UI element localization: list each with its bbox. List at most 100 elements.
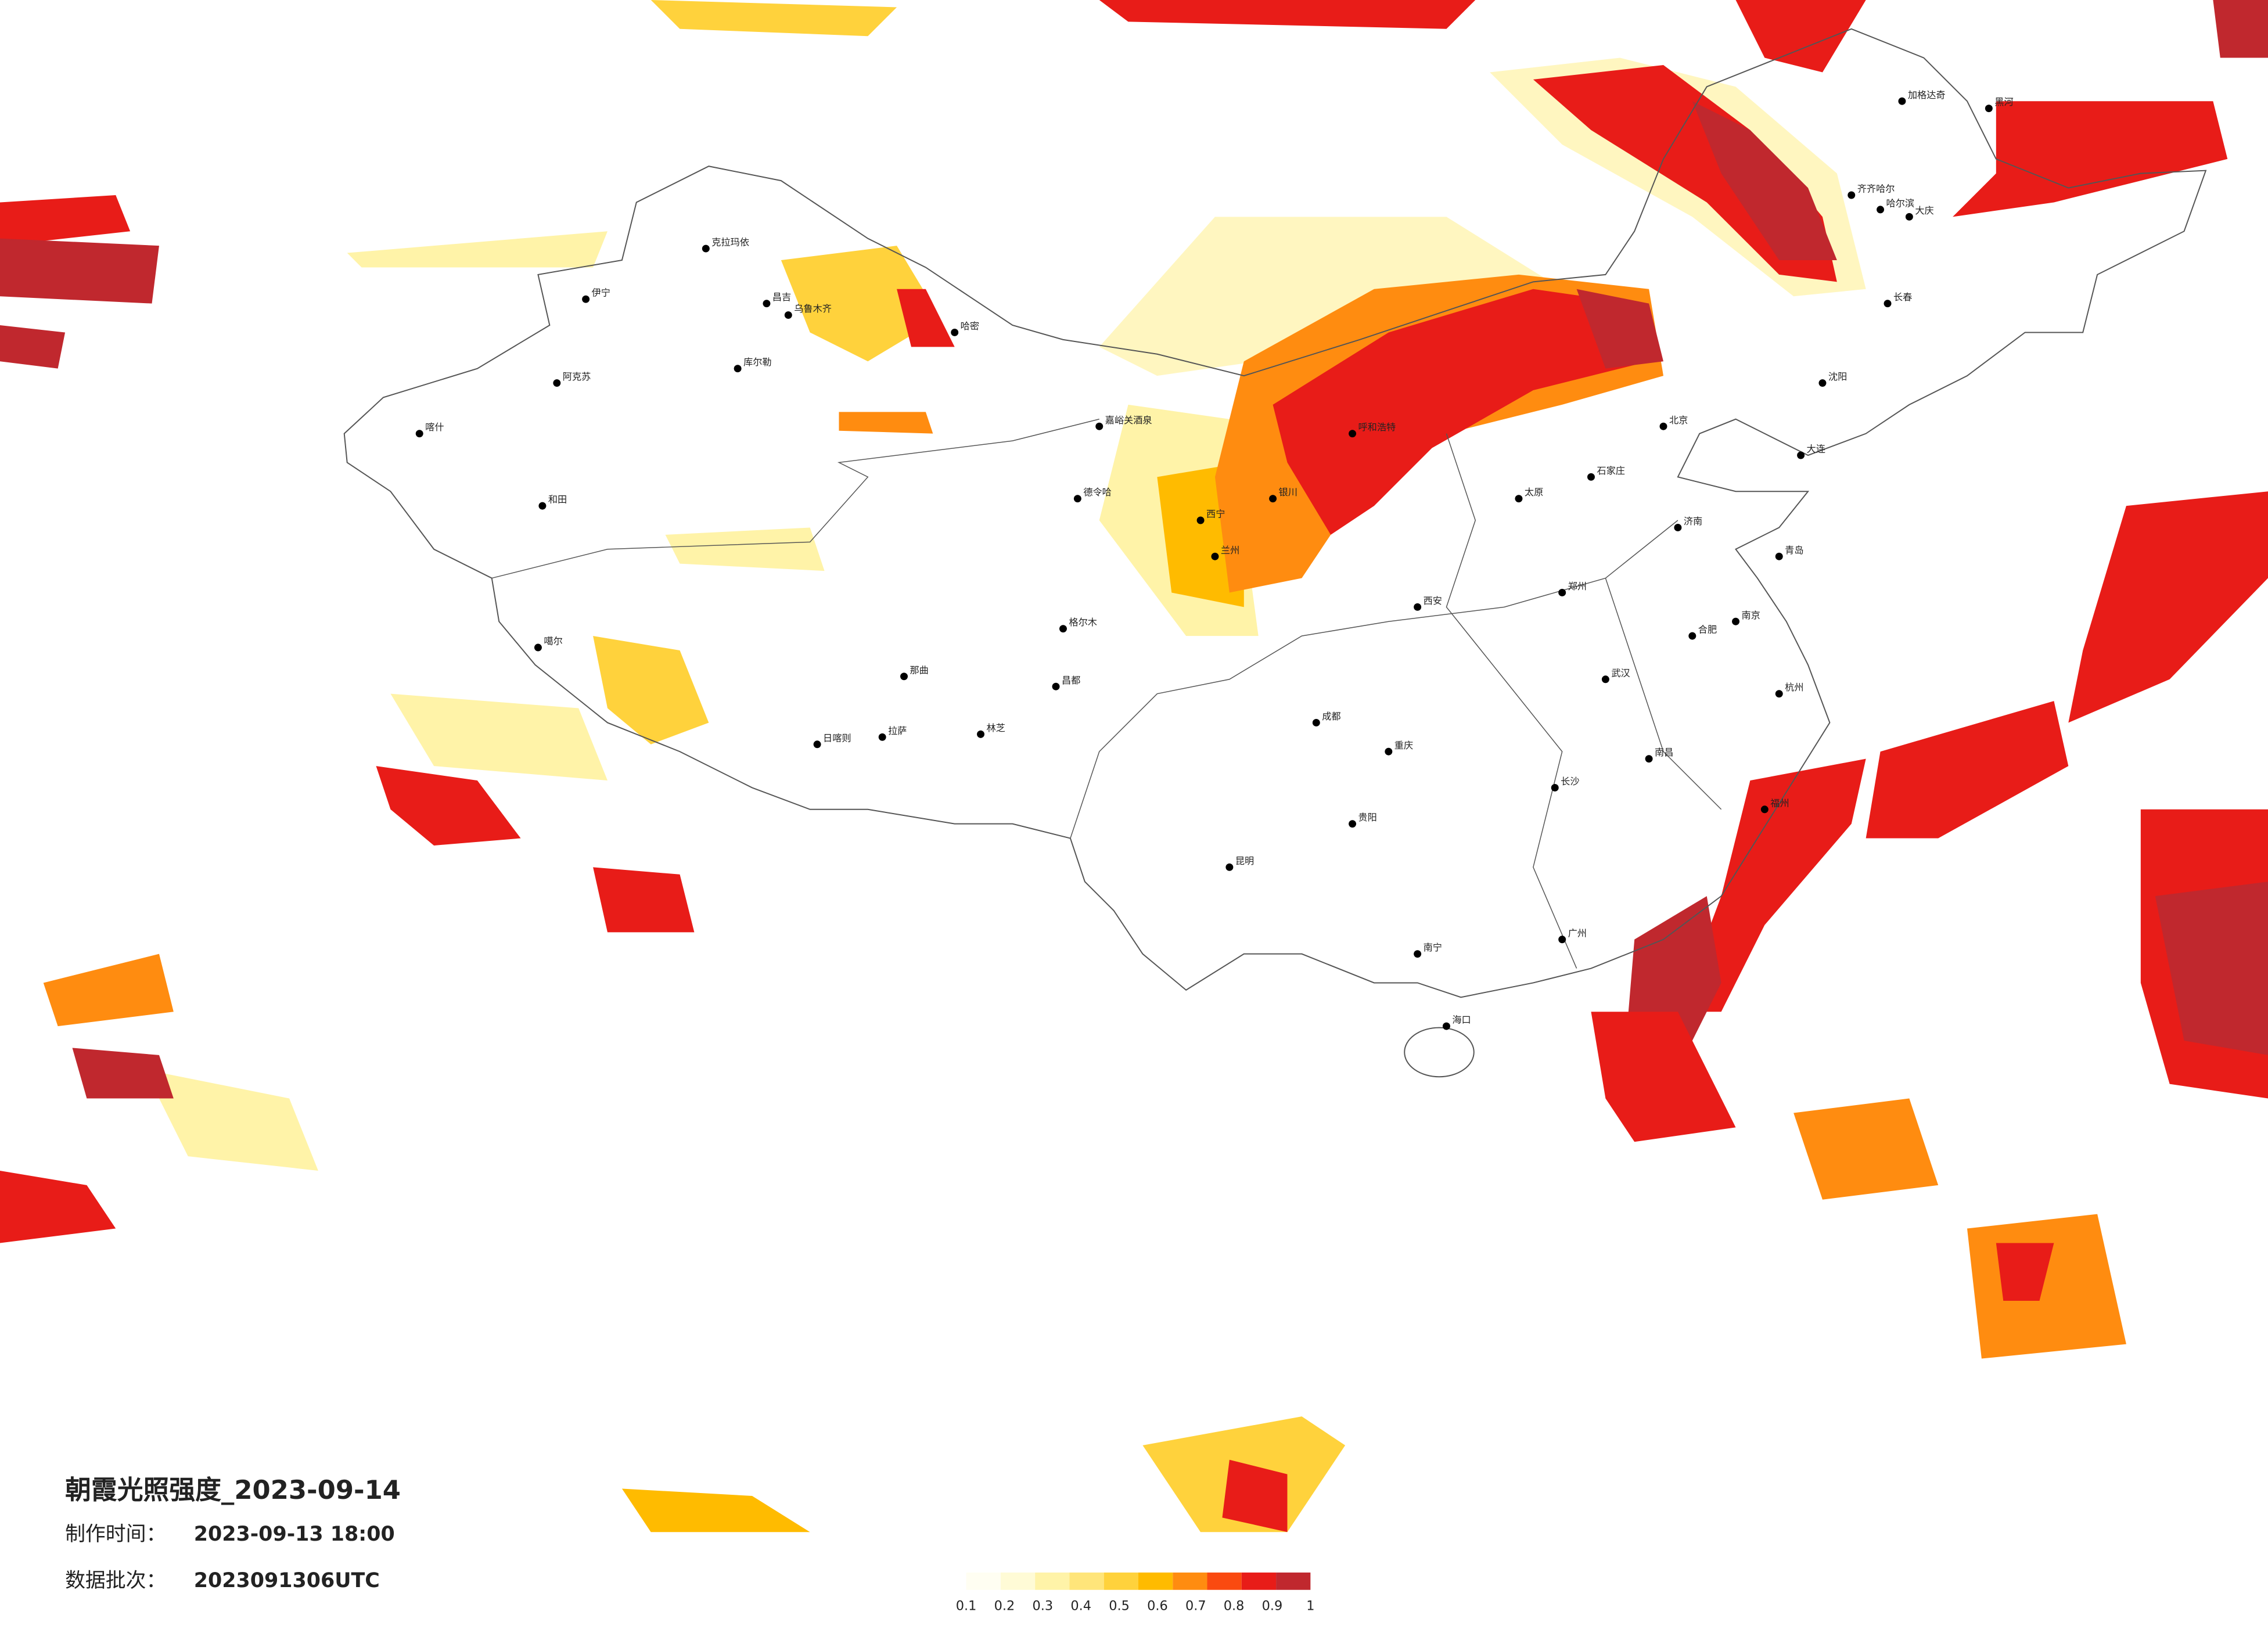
legend-label: 0.1 (956, 1599, 977, 1614)
city-label: 格尔木 (1069, 617, 1097, 628)
city-dot (1551, 783, 1559, 792)
city-dot (534, 643, 542, 652)
city-dot (1196, 516, 1205, 524)
city-label: 南宁 (1424, 942, 1442, 953)
city-label: 拉萨 (888, 725, 907, 736)
city-label: 那曲 (910, 664, 928, 675)
city-label: 长春 (1893, 292, 1912, 303)
city-dot (1905, 213, 1913, 221)
city-dot (951, 328, 959, 336)
city-label: 贵阳 (1358, 812, 1377, 823)
city-label: 昆明 (1235, 855, 1254, 866)
legend-label: 0.2 (994, 1599, 1015, 1614)
city-label: 黑河 (1994, 96, 2013, 107)
legend-swatch (1000, 1572, 1036, 1590)
city-dot (1225, 863, 1234, 871)
city-dot (784, 311, 792, 319)
city-label: 银川 (1279, 487, 1297, 498)
city-label: 库尔勒 (743, 357, 772, 368)
city-dot (1515, 495, 1523, 503)
production-time-value: 2023-09-13 18:00 (194, 1523, 395, 1546)
city-label: 沈阳 (1828, 371, 1847, 382)
city-label: 青岛 (1785, 545, 1803, 556)
city-dot (1059, 625, 1067, 633)
city-dot (1095, 422, 1104, 430)
city-dot (1775, 552, 1783, 560)
legend-label: 0.7 (1185, 1599, 1206, 1614)
city-dot (813, 740, 821, 749)
city-label: 昌都 (1062, 675, 1080, 686)
city-label: 日喀则 (823, 732, 851, 743)
legend-swatch (1173, 1572, 1207, 1590)
legend-label: 0.9 (1262, 1599, 1283, 1614)
city-label: 兰州 (1221, 545, 1239, 556)
city-dot (1385, 747, 1393, 756)
city-dot (878, 733, 886, 741)
data-batch-label: 数据批次： (65, 1569, 166, 1592)
city-label: 伊宁 (592, 287, 610, 298)
production-time-label: 制作时间： (65, 1523, 166, 1546)
city-label: 武汉 (1611, 667, 1630, 678)
city-dot (977, 730, 984, 738)
city-label: 乌鲁木齐 (794, 303, 832, 314)
city-dot (1732, 617, 1739, 625)
city-dot (1052, 682, 1060, 690)
city-dot (1797, 451, 1805, 459)
city-label: 德令哈 (1083, 487, 1112, 498)
data-batch-value: 2023091306UTC (194, 1569, 380, 1592)
city-label: 林芝 (986, 722, 1005, 733)
city-dot (553, 379, 561, 387)
city-dot (1898, 97, 1906, 105)
city-label: 重庆 (1394, 740, 1413, 751)
legend-swatch (1241, 1572, 1277, 1590)
city-dot (1349, 820, 1357, 828)
city-dot (415, 430, 423, 438)
city-label: 齐齐哈尔 (1857, 184, 1895, 195)
city-dot (582, 295, 590, 303)
city-dot (1601, 675, 1609, 684)
legend-swatch (1276, 1572, 1311, 1590)
legend-swatch (966, 1572, 1001, 1590)
city-dot (734, 365, 742, 373)
city-label: 大连 (1807, 444, 1825, 455)
city-dot (1760, 805, 1769, 814)
city-dot (1414, 950, 1422, 958)
legend-swatch (1104, 1572, 1138, 1590)
legend-swatch (1138, 1572, 1173, 1590)
city-label: 合肥 (1698, 624, 1717, 635)
city-label: 南京 (1741, 610, 1760, 621)
legend-swatch (1207, 1572, 1242, 1590)
city-label: 西宁 (1206, 509, 1225, 520)
city-dot (1688, 632, 1696, 640)
legend-swatch (1069, 1572, 1104, 1590)
city-label: 太原 (1525, 487, 1543, 498)
city-dot (1312, 718, 1320, 726)
boundaries (343, 28, 2207, 1078)
city-label: 石家庄 (1597, 465, 1625, 476)
city-label: 南昌 (1655, 747, 1673, 758)
city-label: 济南 (1684, 516, 1702, 527)
city-dot (1558, 936, 1566, 944)
city-label: 嘉峪关酒泉 (1105, 415, 1152, 426)
city-dot (1414, 603, 1422, 611)
legend-label: 0.4 (1070, 1599, 1091, 1614)
city-label: 昌吉 (772, 292, 791, 303)
intensity-field (0, 0, 2268, 1533)
legend-label: 0.6 (1147, 1599, 1168, 1614)
legend-label: 0.3 (1033, 1599, 1054, 1614)
city-dot (538, 502, 547, 510)
title: 朝霞光照强度_2023-09-14 (65, 1474, 401, 1505)
city-label: 哈密 (961, 321, 979, 332)
city-label: 福州 (1770, 797, 1789, 808)
city-dot (1073, 495, 1081, 503)
city-dot (1442, 1022, 1450, 1030)
city-label: 杭州 (1785, 682, 1803, 693)
city-dot (1645, 755, 1653, 763)
city-dot (1269, 495, 1277, 503)
city-label: 西安 (1424, 595, 1442, 606)
city-dot (1775, 690, 1783, 698)
legend-label: 0.8 (1224, 1599, 1245, 1614)
city-dot (1587, 473, 1595, 481)
legend: 0.1 0.2 0.3 0.4 0.5 0.6 0.7 0.8 0.9 1 (956, 1572, 1314, 1614)
